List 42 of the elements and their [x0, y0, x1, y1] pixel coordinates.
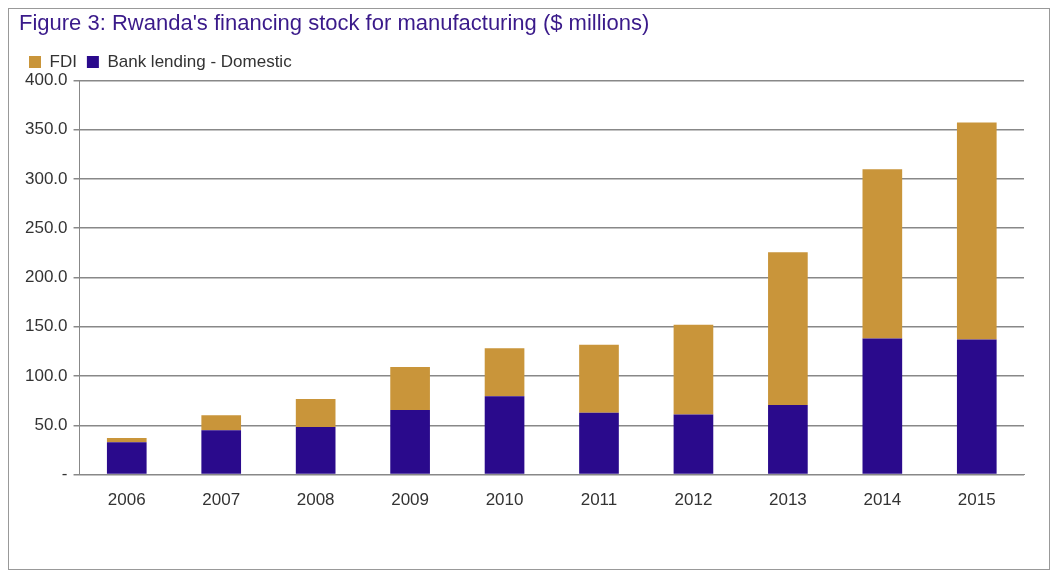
x-tick-label: 2011	[580, 490, 618, 510]
x-tick-label: 2007	[202, 490, 241, 510]
y-tick-label: 300.0	[24, 168, 68, 188]
bar	[390, 409, 430, 474]
y-tick-label: 200.0	[24, 267, 68, 287]
bar	[956, 122, 997, 340]
x-tick-label: 2006	[107, 490, 146, 510]
bar	[201, 415, 242, 431]
bar	[106, 442, 147, 474]
bar	[579, 344, 619, 413]
legend-label: FDI	[49, 51, 77, 71]
bar	[579, 412, 619, 474]
y-tick-label: 50.0	[34, 415, 68, 435]
bar	[673, 324, 714, 415]
bar	[673, 414, 714, 474]
x-tick-label: 2008	[296, 490, 335, 510]
x-tick-label: 2014	[863, 490, 902, 510]
bar	[295, 426, 336, 474]
x-tick-label: 2010	[485, 490, 524, 510]
legend-label: Bank lending - Domestic	[107, 51, 293, 71]
bar	[768, 405, 808, 474]
y-tick-label: 400.0	[24, 70, 68, 90]
chart-title: Figure 3: Rwanda's financing stock for manufacturing ($ millions)	[19, 10, 650, 36]
y-tick-label: 100.0	[24, 365, 68, 385]
bar	[768, 252, 808, 406]
bar	[106, 438, 147, 443]
y-tick-label: 150.0	[24, 316, 68, 336]
bar	[484, 396, 525, 474]
y-tick-label: -	[61, 464, 68, 484]
bar	[862, 169, 903, 339]
bar	[484, 348, 525, 397]
bar	[956, 339, 997, 474]
bar	[390, 367, 430, 410]
bar	[862, 338, 903, 474]
x-tick-label: 2009	[391, 490, 430, 510]
bar	[295, 399, 336, 427]
x-tick-label: 2015	[957, 490, 996, 510]
y-tick-label: 350.0	[24, 119, 68, 139]
x-tick-label: 2012	[674, 490, 713, 510]
x-tick-label: 2013	[768, 490, 807, 510]
y-tick-label: 250.0	[24, 217, 68, 237]
bar	[201, 430, 242, 474]
